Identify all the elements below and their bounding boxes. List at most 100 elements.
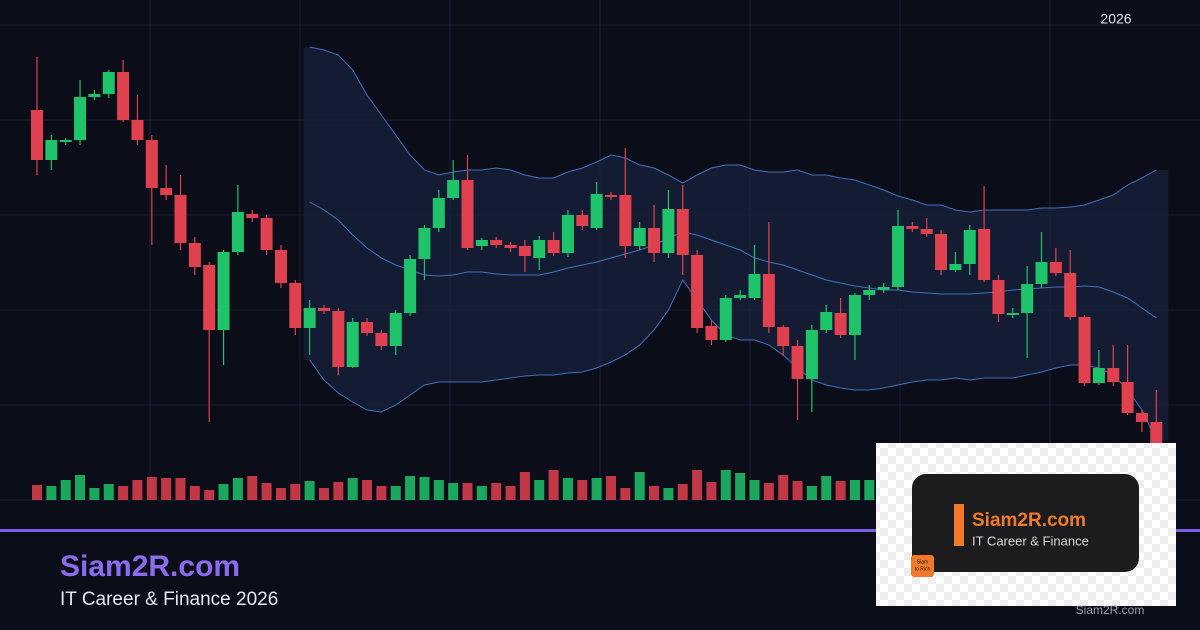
- volume-bar: [821, 476, 832, 500]
- plot: [31, 46, 1169, 500]
- candle-body: [203, 265, 216, 330]
- volume-bar: [806, 486, 817, 500]
- candle-body: [762, 274, 775, 327]
- volume-bar: [103, 484, 114, 500]
- volume-bar: [204, 490, 215, 500]
- volume-bar: [835, 481, 846, 500]
- volume-bar: [46, 486, 57, 500]
- candle-body: [1006, 313, 1019, 315]
- candle-body: [504, 245, 517, 248]
- candle-body: [848, 295, 861, 335]
- volume-bar: [89, 488, 100, 500]
- volume-bar: [634, 472, 645, 500]
- volume-bar: [663, 488, 674, 500]
- volume-bar: [189, 486, 200, 500]
- candle-body: [1135, 413, 1148, 422]
- logo-name: Siam2R.com: [972, 510, 1086, 531]
- candle-body: [217, 252, 230, 330]
- candle-body: [748, 274, 761, 298]
- candle-body: [418, 228, 431, 259]
- candle-body: [1049, 262, 1062, 273]
- volume-bar: [763, 483, 774, 500]
- candle-body: [145, 140, 158, 188]
- candle-body: [1035, 262, 1048, 284]
- band-line: [309, 46, 1157, 213]
- band-line: [309, 279, 1157, 441]
- volume-bar: [591, 478, 602, 500]
- volume-bar: [433, 480, 444, 500]
- volume-bar: [778, 475, 789, 500]
- candle-body: [1064, 273, 1077, 317]
- volume-bar: [390, 486, 401, 500]
- band-line: [309, 201, 1157, 319]
- volume-bar: [333, 482, 344, 500]
- candle-body: [820, 312, 833, 330]
- logo-accent: [954, 504, 964, 546]
- volume-bar: [275, 488, 286, 500]
- volume-bar: [146, 477, 157, 500]
- candle-body: [1092, 368, 1105, 383]
- volume-bar: [548, 470, 559, 500]
- candle-body: [590, 194, 603, 228]
- candle-body: [561, 215, 574, 253]
- volume-bar: [232, 478, 243, 500]
- logo-panel: [912, 474, 1139, 572]
- candle-body: [361, 322, 374, 333]
- candle-body: [533, 240, 546, 258]
- candle-body: [160, 188, 173, 195]
- candle-body: [1121, 382, 1134, 413]
- volume-bar: [60, 480, 71, 500]
- candle-body: [518, 246, 531, 256]
- volume-bar: [247, 476, 258, 500]
- volume-bar: [405, 476, 416, 500]
- candle-body: [447, 180, 460, 198]
- volume-bar: [692, 470, 703, 500]
- volume-bar: [491, 483, 502, 500]
- candle-body: [963, 230, 976, 264]
- candle-body: [88, 94, 101, 97]
- candle-body: [117, 72, 130, 120]
- candle-body: [174, 195, 187, 243]
- candle-body: [131, 120, 144, 140]
- volume-bar: [649, 486, 660, 500]
- candle-body: [475, 240, 488, 246]
- candle-body: [389, 313, 402, 346]
- year-label: 2026: [1100, 11, 1131, 27]
- volume-bar: [749, 480, 760, 500]
- candle-body: [303, 308, 316, 328]
- volume-bar: [519, 472, 530, 500]
- candle-body: [1150, 422, 1163, 445]
- candle-body: [31, 110, 43, 160]
- candle-body: [863, 290, 876, 295]
- brand-tagline: IT Career & Finance 2026: [60, 589, 278, 610]
- volume-bar: [304, 481, 315, 500]
- volume-bar: [706, 482, 717, 500]
- candle-body: [691, 255, 704, 328]
- band-fill: [303, 47, 1169, 440]
- candle-body: [432, 198, 445, 228]
- volume-bar: [261, 483, 272, 500]
- candle-body: [289, 283, 302, 328]
- candle-body: [274, 250, 287, 283]
- candle-body: [648, 228, 661, 253]
- candle-body: [59, 140, 72, 142]
- volume-bar: [562, 478, 573, 500]
- candle-body: [992, 280, 1005, 314]
- volume-bar: [419, 477, 430, 500]
- candle-body: [805, 330, 818, 379]
- volume-bar: [290, 484, 301, 500]
- candle-body: [346, 322, 359, 367]
- candle-body: [45, 140, 58, 160]
- candle-body: [978, 229, 991, 280]
- volume-bar: [476, 486, 487, 500]
- volume-bar: [577, 480, 588, 500]
- candle-body: [935, 234, 948, 270]
- volume-bar: [319, 488, 329, 500]
- candle-body: [461, 180, 474, 248]
- candle-body: [1078, 317, 1091, 383]
- candle-body: [576, 215, 589, 226]
- volume-bar: [218, 484, 229, 500]
- candle-body: [834, 313, 847, 335]
- volume-bar: [620, 488, 631, 500]
- candle-body: [246, 214, 259, 218]
